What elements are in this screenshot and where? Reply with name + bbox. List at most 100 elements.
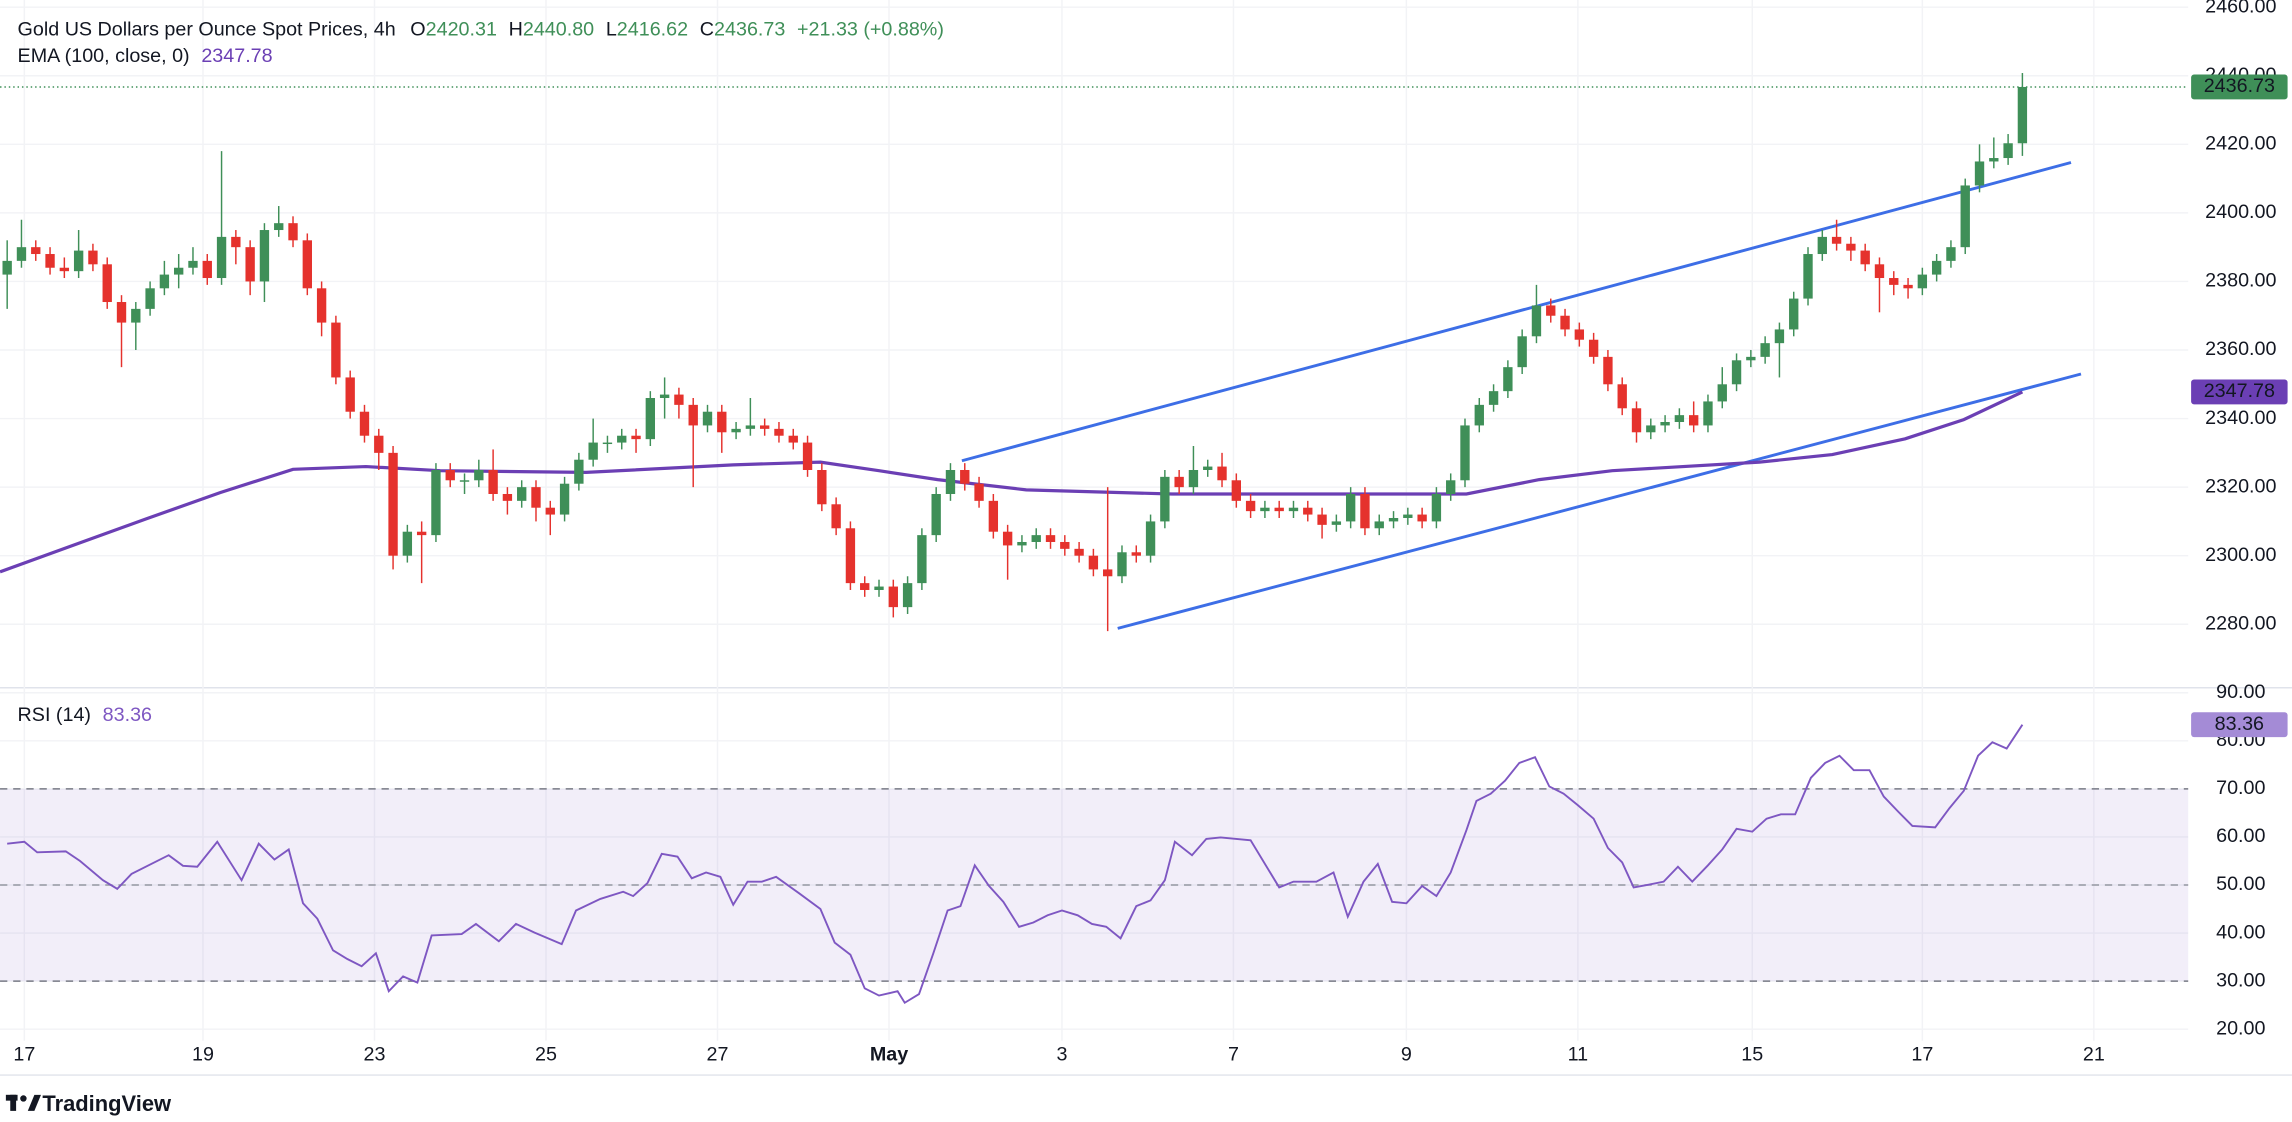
candle-body	[102, 264, 112, 303]
candle-body	[1731, 360, 1742, 385]
rsi-name: RSI (14)	[18, 704, 91, 726]
candle-body	[1131, 552, 1141, 556]
candle-body	[1803, 254, 1813, 299]
candle-body	[73, 250, 84, 272]
candle-body	[702, 411, 713, 426]
x-tick-label: 25	[535, 1044, 557, 1066]
candle-body	[1417, 514, 1427, 522]
candle-body	[1831, 236, 1842, 244]
candle-body	[817, 469, 827, 505]
y-tick-label: 50.00	[2216, 873, 2265, 895]
candle-body	[359, 411, 370, 436]
candle-body	[931, 493, 941, 536]
x-tick-label: 17	[13, 1044, 35, 1066]
candle-body	[1446, 480, 1456, 494]
y-tick-label: 2460.00	[2205, 0, 2276, 17]
y-tick-label: 90.00	[2216, 681, 2265, 703]
candle-body	[1660, 422, 1670, 426]
candle-body	[602, 442, 613, 445]
candle-body	[1946, 247, 1956, 261]
candle-body	[388, 452, 398, 556]
candle-body	[1760, 343, 1770, 357]
candle-body	[1360, 493, 1370, 529]
candle-body	[1789, 298, 1799, 330]
candle-body	[960, 469, 970, 484]
candle-body	[674, 394, 684, 405]
close-value: 2436.73	[714, 19, 785, 41]
x-tick-label: 21	[2083, 1044, 2105, 1066]
candle-body	[1002, 531, 1013, 546]
logo-dot	[20, 1095, 27, 1102]
candle-body	[1103, 569, 1113, 577]
candle-body	[1045, 535, 1056, 542]
candle-body	[1317, 514, 1327, 525]
candle-body	[1846, 243, 1856, 251]
candle-body	[88, 250, 98, 265]
candle-body	[116, 302, 127, 323]
candle-body	[216, 236, 227, 279]
price-legend: Gold US Dollars per Ounce Spot Prices, 4…	[18, 19, 944, 41]
candle-body	[2, 260, 12, 275]
candle-body	[759, 425, 770, 429]
x-tick-label: 9	[1401, 1044, 1412, 1066]
candle-body	[745, 425, 756, 429]
ema-price-badge: 2347.78	[2204, 380, 2275, 402]
candle-body	[274, 223, 284, 231]
rsi-legend: RSI (14) 83.36	[18, 704, 152, 726]
candle-body	[431, 469, 441, 536]
candle-body	[888, 586, 898, 608]
candle-body	[1688, 415, 1699, 426]
candle-body	[1145, 521, 1156, 556]
logo-slash	[27, 1094, 41, 1111]
candle-body	[1903, 284, 1913, 289]
candle-body	[1974, 161, 1985, 186]
candle-body	[1160, 476, 1170, 522]
candle-body	[1288, 507, 1299, 512]
candle-body	[2003, 143, 2013, 159]
ema-legend: EMA (100, close, 0) 2347.78	[18, 45, 273, 67]
brand-name: TradingView	[42, 1091, 172, 1116]
y-tick-label: 2340.00	[2205, 407, 2276, 429]
candle-body	[860, 583, 870, 590]
candle-body	[1574, 329, 1585, 340]
candle-body	[1960, 185, 1970, 248]
candle-body	[1617, 384, 1627, 409]
rsi-badge: 83.36	[2215, 713, 2264, 735]
x-tick-label: 23	[364, 1044, 386, 1066]
change-value: +21.33 (+0.88%)	[797, 19, 944, 41]
candle-body	[1646, 425, 1656, 433]
y-tick-label: 2280.00	[2205, 612, 2276, 634]
rsi-badge-bg	[2191, 712, 2288, 738]
x-tick-label: 15	[1741, 1044, 1763, 1066]
candle-body	[802, 442, 813, 470]
candle-body	[1188, 469, 1199, 488]
ema-name: EMA (100, close, 0)	[18, 45, 190, 67]
x-tick-label: 19	[192, 1044, 214, 1066]
candle-body	[1260, 507, 1270, 512]
brand-logo	[5, 1094, 41, 1111]
candle-body	[559, 483, 570, 515]
candle-body	[1703, 401, 1713, 426]
candle-body	[145, 288, 155, 309]
candle-body	[1474, 404, 1484, 426]
x-tick-label: 17	[1911, 1044, 1933, 1066]
candle-body	[459, 480, 470, 482]
candle-body	[445, 469, 455, 481]
candle-body	[1017, 541, 1027, 546]
y-tick-label: 2360.00	[2205, 338, 2276, 360]
candle-body	[574, 459, 584, 484]
high-value: 2440.80	[523, 19, 594, 41]
candle-body	[174, 267, 184, 275]
candle-body	[1231, 480, 1241, 501]
candle-body	[159, 274, 170, 289]
ema-line	[0, 390, 2024, 574]
candle-body	[688, 404, 698, 426]
candle-body	[1174, 476, 1184, 488]
candle-body	[345, 377, 355, 412]
low-key: L	[606, 19, 617, 41]
candle-body	[1403, 514, 1413, 518]
candle-body	[917, 535, 927, 584]
candle-body	[831, 504, 841, 529]
candle-body	[1088, 555, 1099, 570]
